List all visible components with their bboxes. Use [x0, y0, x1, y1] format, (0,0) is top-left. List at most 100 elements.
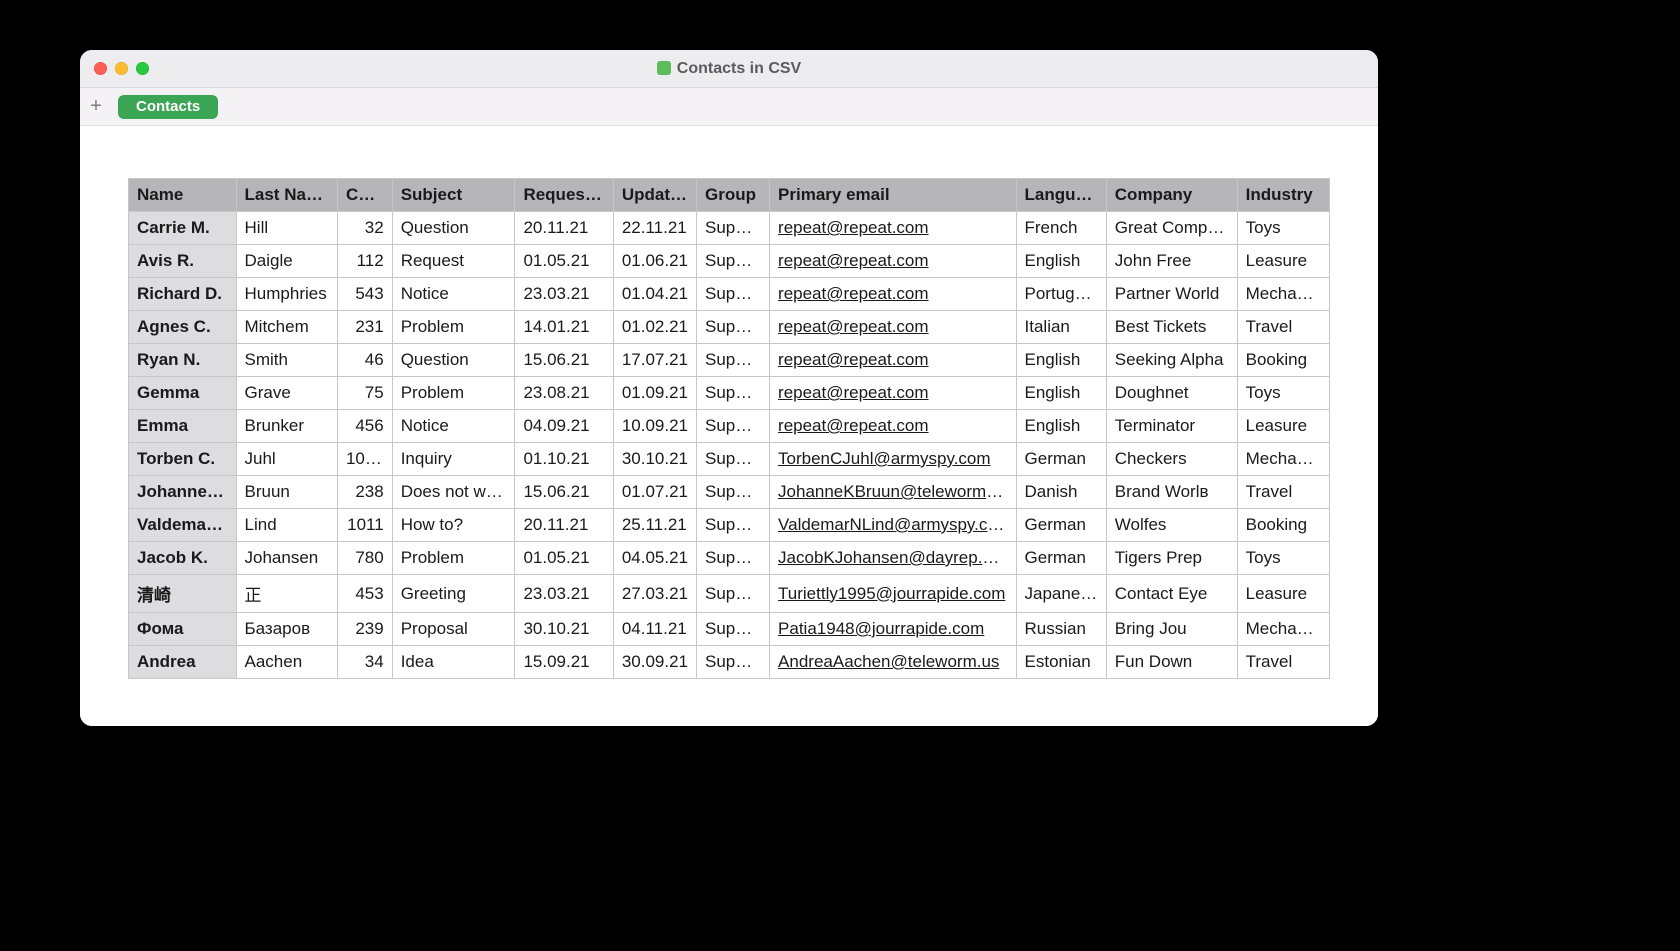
cell-requested[interactable]: 01.10.21	[515, 443, 613, 476]
cell-company[interactable]: Partner World	[1106, 278, 1237, 311]
cell-language[interactable]: English	[1016, 377, 1106, 410]
cell-ct_id[interactable]: 780	[337, 542, 392, 575]
cell-email[interactable]: JohanneKBruun@teleworm.us	[770, 476, 1016, 509]
cell-email[interactable]: repeat@repeat.com	[770, 311, 1016, 344]
email-link[interactable]: Patia1948@jourrapide.com	[778, 619, 984, 638]
cell-email[interactable]: repeat@repeat.com	[770, 245, 1016, 278]
cell-email[interactable]: Turiettly1995@jourrapide.com	[770, 575, 1016, 613]
cell-updated[interactable]: 22.11.21	[613, 212, 696, 245]
cell-subject[interactable]: Question	[392, 212, 515, 245]
cell-name[interactable]: Ryan N.	[129, 344, 237, 377]
cell-name[interactable]: Jacob K.	[129, 542, 237, 575]
cell-company[interactable]: Terminator	[1106, 410, 1237, 443]
cell-last_name[interactable]: Smith	[236, 344, 337, 377]
cell-language[interactable]: English	[1016, 344, 1106, 377]
cell-language[interactable]: German	[1016, 443, 1106, 476]
cell-name[interactable]: Avis R.	[129, 245, 237, 278]
cell-group[interactable]: Support	[697, 377, 770, 410]
email-link[interactable]: repeat@repeat.com	[778, 317, 929, 336]
cell-ct_id[interactable]: 112	[337, 245, 392, 278]
cell-industry[interactable]: Travel	[1237, 311, 1329, 344]
cell-company[interactable]: Checkers	[1106, 443, 1237, 476]
cell-email[interactable]: TorbenCJuhl@armyspy.com	[770, 443, 1016, 476]
cell-updated[interactable]: 04.05.21	[613, 542, 696, 575]
cell-ct_id[interactable]: 46	[337, 344, 392, 377]
cell-name[interactable]: Emma	[129, 410, 237, 443]
cell-industry[interactable]: Mechanics	[1237, 613, 1329, 646]
sheet-canvas[interactable]: NameLast NameCT-IDSubjectRequestedUpdate…	[80, 126, 1378, 726]
email-link[interactable]: repeat@repeat.com	[778, 416, 929, 435]
cell-ct_id[interactable]: 543	[337, 278, 392, 311]
column-header-name[interactable]: Name	[129, 179, 237, 212]
cell-company[interactable]: Seeking Alpha	[1106, 344, 1237, 377]
cell-ct_id[interactable]: 1011	[337, 509, 392, 542]
cell-name[interactable]: Carrie M.	[129, 212, 237, 245]
cell-last_name[interactable]: Humphries	[236, 278, 337, 311]
cell-ct_id[interactable]: 453	[337, 575, 392, 613]
cell-ct_id[interactable]: 34	[337, 646, 392, 679]
cell-language[interactable]: Italian	[1016, 311, 1106, 344]
cell-group[interactable]: Support	[697, 344, 770, 377]
cell-industry[interactable]: Leasure	[1237, 410, 1329, 443]
cell-industry[interactable]: Toys	[1237, 377, 1329, 410]
cell-language[interactable]: German	[1016, 509, 1106, 542]
column-header-email[interactable]: Primary email	[770, 179, 1016, 212]
cell-group[interactable]: Support	[697, 443, 770, 476]
cell-last_name[interactable]: Mitchem	[236, 311, 337, 344]
cell-last_name[interactable]: Juhl	[236, 443, 337, 476]
cell-updated[interactable]: 01.04.21	[613, 278, 696, 311]
cell-company[interactable]: Fun Down	[1106, 646, 1237, 679]
cell-subject[interactable]: Notice	[392, 278, 515, 311]
cell-group[interactable]: Support	[697, 509, 770, 542]
cell-industry[interactable]: Travel	[1237, 646, 1329, 679]
cell-ct_id[interactable]: 456	[337, 410, 392, 443]
cell-company[interactable]: Bring Jou	[1106, 613, 1237, 646]
cell-requested[interactable]: 01.05.21	[515, 245, 613, 278]
cell-industry[interactable]: Booking	[1237, 344, 1329, 377]
cell-updated[interactable]: 04.11.21	[613, 613, 696, 646]
cell-ct_id[interactable]: 32	[337, 212, 392, 245]
cell-name[interactable]: Torben C.	[129, 443, 237, 476]
column-header-requested[interactable]: Requested	[515, 179, 613, 212]
maximize-icon[interactable]	[136, 62, 149, 75]
cell-subject[interactable]: Problem	[392, 542, 515, 575]
cell-requested[interactable]: 14.01.21	[515, 311, 613, 344]
cell-last_name[interactable]: Bruun	[236, 476, 337, 509]
cell-group[interactable]: Support	[697, 311, 770, 344]
cell-company[interactable]: Brand Worlв	[1106, 476, 1237, 509]
cell-name[interactable]: 清崎	[129, 575, 237, 613]
cell-requested[interactable]: 01.05.21	[515, 542, 613, 575]
cell-subject[interactable]: Question	[392, 344, 515, 377]
cell-ct_id[interactable]: 238	[337, 476, 392, 509]
cell-last_name[interactable]: 正	[236, 575, 337, 613]
cell-updated[interactable]: 30.09.21	[613, 646, 696, 679]
cell-updated[interactable]: 27.03.21	[613, 575, 696, 613]
cell-last_name[interactable]: Базаров	[236, 613, 337, 646]
cell-requested[interactable]: 04.09.21	[515, 410, 613, 443]
contacts-table[interactable]: NameLast NameCT-IDSubjectRequestedUpdate…	[128, 178, 1330, 679]
cell-name[interactable]: Richard D.	[129, 278, 237, 311]
cell-industry[interactable]: Booking	[1237, 509, 1329, 542]
cell-email[interactable]: repeat@repeat.com	[770, 278, 1016, 311]
cell-last_name[interactable]: Lind	[236, 509, 337, 542]
cell-updated[interactable]: 01.06.21	[613, 245, 696, 278]
cell-group[interactable]: Support	[697, 646, 770, 679]
cell-group[interactable]: Support	[697, 476, 770, 509]
cell-requested[interactable]: 15.09.21	[515, 646, 613, 679]
cell-updated[interactable]: 01.09.21	[613, 377, 696, 410]
cell-updated[interactable]: 10.09.21	[613, 410, 696, 443]
cell-ct_id[interactable]: 75	[337, 377, 392, 410]
cell-group[interactable]: Support	[697, 410, 770, 443]
cell-name[interactable]: Andrea	[129, 646, 237, 679]
cell-language[interactable]: English	[1016, 245, 1106, 278]
cell-subject[interactable]: Proposal	[392, 613, 515, 646]
cell-email[interactable]: JacobKJohansen@dayrep.com	[770, 542, 1016, 575]
email-link[interactable]: repeat@repeat.com	[778, 350, 929, 369]
minimize-icon[interactable]	[115, 62, 128, 75]
cell-language[interactable]: English	[1016, 410, 1106, 443]
cell-company[interactable]: Tigers Prep	[1106, 542, 1237, 575]
cell-industry[interactable]: Mechanics	[1237, 443, 1329, 476]
cell-subject[interactable]: Notice	[392, 410, 515, 443]
cell-industry[interactable]: Mechanics	[1237, 278, 1329, 311]
cell-company[interactable]: Wolfes	[1106, 509, 1237, 542]
